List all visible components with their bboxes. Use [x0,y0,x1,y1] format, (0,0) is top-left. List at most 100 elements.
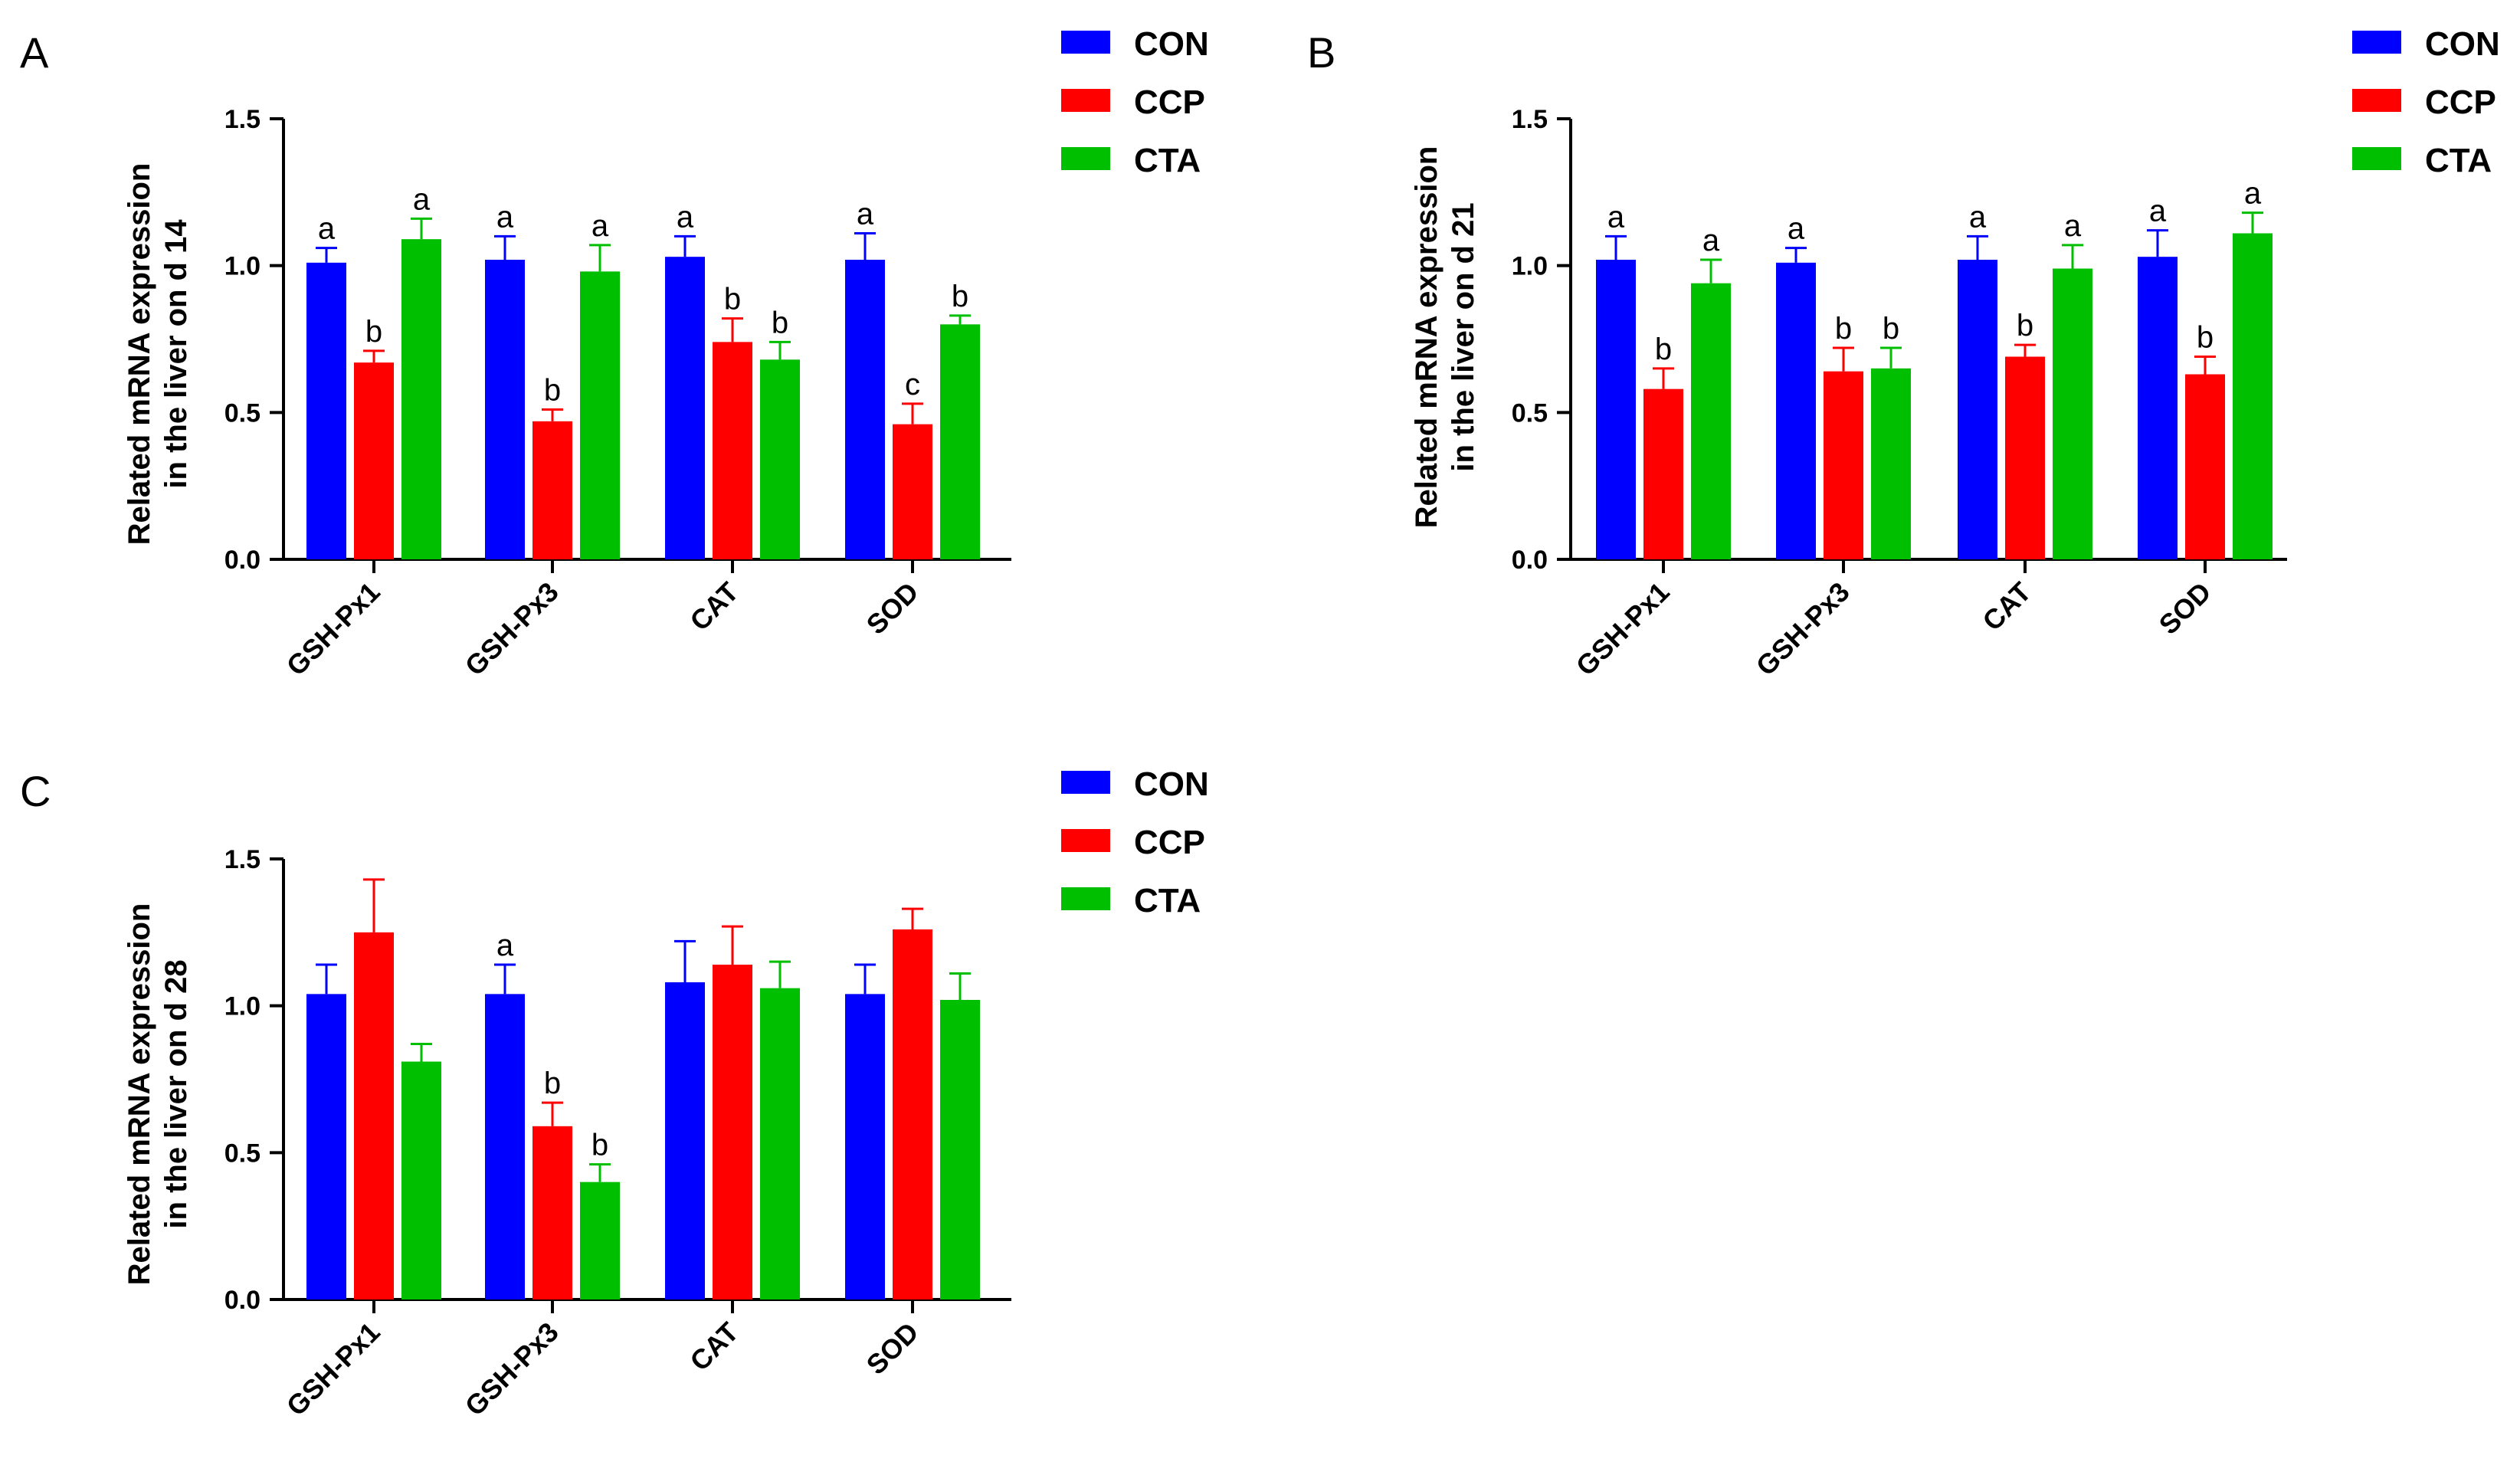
significance-label: b [772,306,788,339]
bar [893,424,932,559]
x-tick-label: CAT [683,576,744,637]
bar [306,994,346,1299]
bar [533,421,572,559]
y-tick-label: 0.5 [1512,398,1548,428]
x-tick-label: CAT [1976,576,2037,637]
legend-swatch [1061,147,1110,170]
significance-label: a [2149,195,2167,228]
bar [2185,374,2225,559]
bar [713,965,752,1299]
bar [306,262,346,559]
bar [845,994,885,1299]
chart-panel-b: B Related mRNA expression in the liver o… [1307,25,2500,682]
y-tick-label: 1.0 [1512,252,1548,281]
legend-swatch [1061,829,1110,852]
significance-label: a [496,929,514,962]
y-axis-title-line-2: in the liver on d 14 [159,219,193,489]
legend-label: CON [1134,765,1209,803]
y-axis-title: Related mRNA expression in the liver on … [123,903,193,1286]
legend: CON CCP CTA [1061,765,1209,919]
bar [1871,368,1911,559]
x-tick-label: GSH-Px3 [1750,576,1856,682]
bar [845,260,885,559]
x-tick-label: SOD [860,1316,925,1381]
legend-swatch [1061,771,1110,794]
panel-letter: C [20,767,51,815]
significance-label: b [952,280,968,313]
x-tick-label: SOD [860,576,925,641]
significance-label: a [318,212,336,246]
significance-label: b [365,315,382,349]
significance-label: a [2244,177,2262,211]
legend-label: CCP [2425,84,2496,121]
y-axis-title: Related mRNA expression in the liver on … [123,163,193,546]
legend-label: CTA [1134,142,1201,179]
panel-letter: A [20,28,49,77]
y-axis-title-line-1: Related mRNA expression [123,903,156,1286]
bar [1824,371,1863,559]
bar [2138,257,2178,559]
x-tick-label: GSH-Px1 [1570,576,1676,682]
x-tick-label: GSH-Px3 [459,1316,565,1422]
significance-label: b [1883,312,1899,346]
legend: CON CCP CTA [1061,25,1209,179]
bar [580,1182,620,1299]
legend-label: CTA [2425,142,2492,179]
legend-label: CTA [1134,882,1201,919]
y-tick-label: 1.5 [224,845,261,874]
legend-swatch [1061,89,1110,112]
bars: a bb [306,878,980,1299]
y-tick-label: 1.0 [224,252,261,281]
significance-label: a [677,200,694,234]
significance-label: a [591,209,609,243]
y-axis-title: Related mRNA expression in the liver on … [1410,146,1480,529]
bar [485,260,525,559]
significance-label: c [905,368,920,401]
x-tick-label: CAT [683,1316,744,1377]
bar [485,994,525,1299]
bar [713,342,752,559]
significance-label: a [1788,212,1805,246]
chart-panel-c: C Related mRNA expression in the liver o… [20,765,1209,1422]
bar [533,1126,572,1299]
y-axis-title-line-2: in the liver on d 21 [1447,202,1480,471]
bar [940,1000,980,1299]
significance-label: b [544,374,561,408]
significance-label: b [1835,312,1852,346]
y-axis-title-line-1: Related mRNA expression [1410,146,1444,529]
bar [760,988,800,1299]
y-tick-label: 1.5 [1512,105,1548,134]
bar [940,324,980,559]
bar [2053,268,2092,559]
legend-swatch [1061,31,1110,54]
y-tick-label: 0.0 [1512,546,1548,575]
bar [665,257,705,559]
x-tick-label: SOD [2153,576,2217,641]
legend-label: CON [1134,25,1209,63]
y-tick-label: 0.0 [224,1286,261,1315]
bar [2233,233,2273,559]
legend-label: CON [2425,25,2500,63]
significance-label: b [724,283,741,316]
significance-label: a [2064,209,2082,243]
bar [1691,283,1731,559]
bar [401,239,441,559]
significance-label: a [413,182,431,216]
legend-swatch [1061,887,1110,910]
chart-panel-a: A Related mRNA expression in the liver o… [20,25,1209,682]
legend-label: CCP [1134,824,1205,861]
x-tick-label: GSH-Px3 [459,576,565,682]
y-axis-title-line-1: Related mRNA expression [123,163,156,546]
significance-label: b [544,1067,561,1100]
significance-label: b [591,1129,608,1162]
bar [1596,260,1636,559]
bar [2005,356,2045,559]
legend-swatch [2352,147,2401,170]
y-axis-title-line-2: in the liver on d 28 [159,959,193,1228]
y-tick-label: 0.5 [224,398,261,428]
bar [760,359,800,559]
significance-label: a [857,198,874,231]
panel-letter: B [1307,28,1335,77]
